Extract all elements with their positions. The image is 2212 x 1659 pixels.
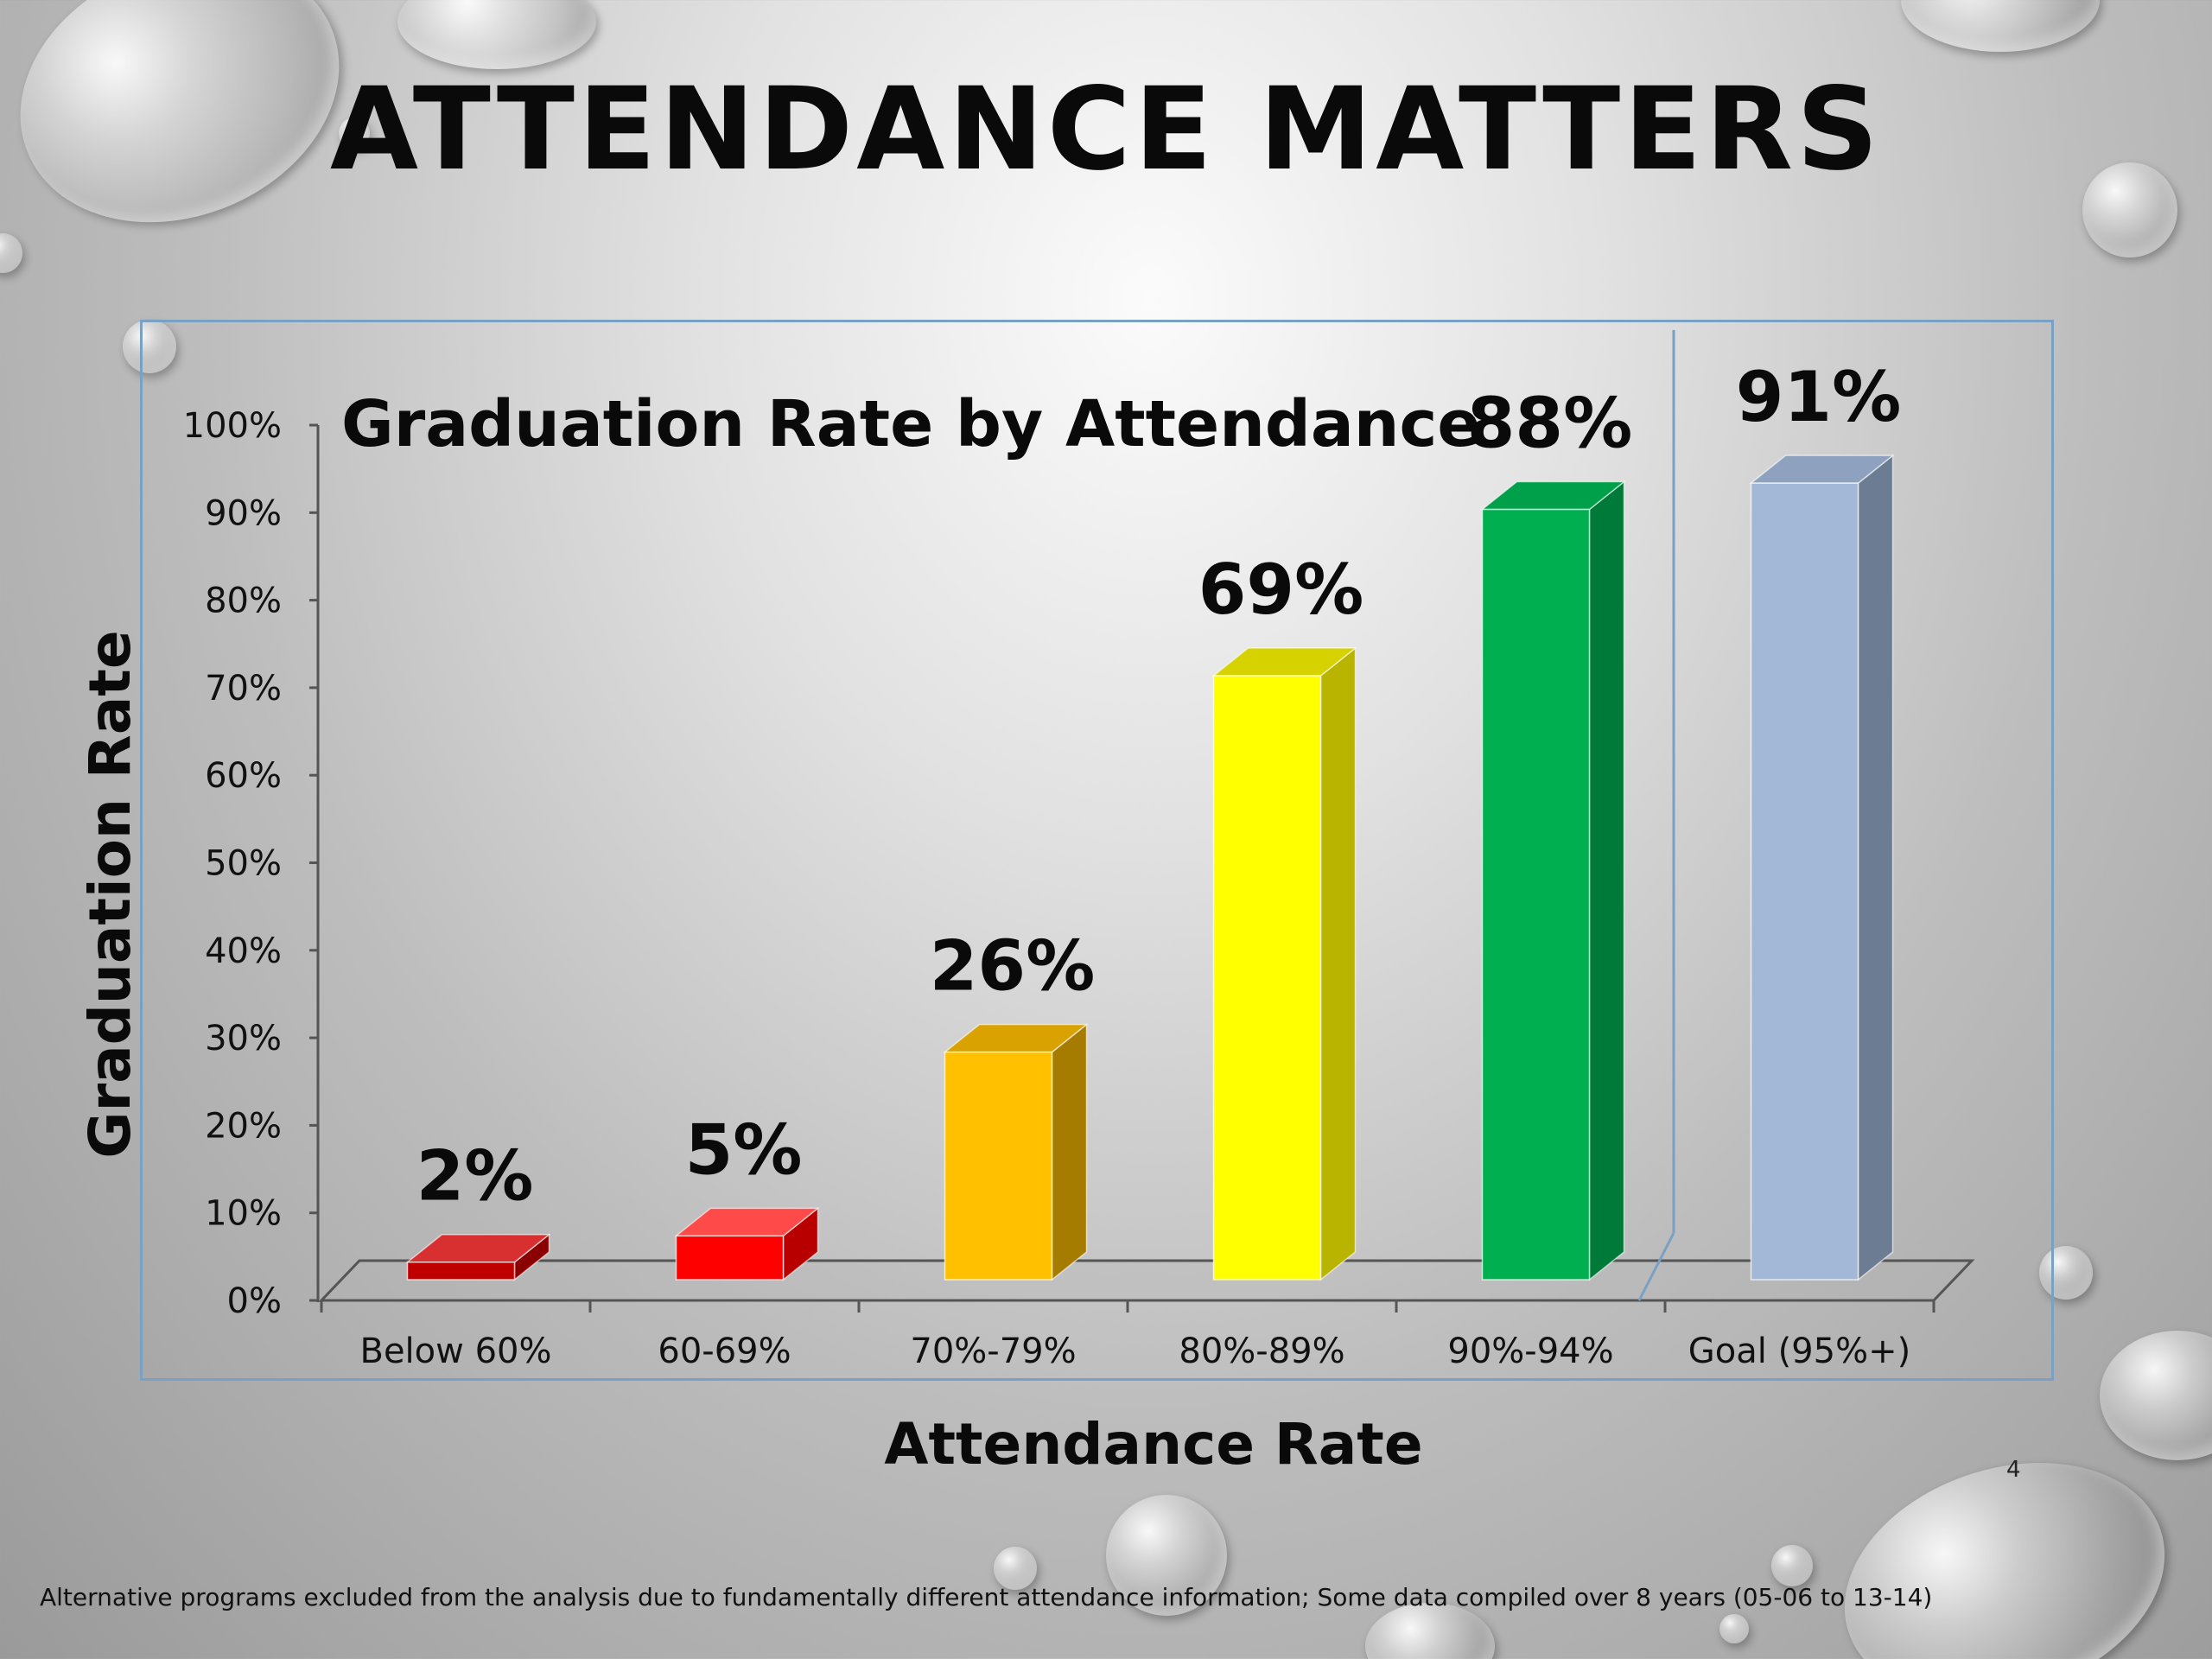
bar-front-face bbox=[944, 1051, 1053, 1281]
goal-separator-line bbox=[1637, 1232, 1675, 1301]
water-drop-decoration bbox=[123, 320, 176, 373]
bar-front-face bbox=[1212, 675, 1322, 1281]
y-tick-label: 10% bbox=[205, 1194, 282, 1234]
data-label: 69% bbox=[1198, 550, 1363, 630]
bar-5 bbox=[1480, 480, 1626, 1281]
bar-front-face bbox=[1750, 482, 1859, 1281]
y-tick-label: 100% bbox=[183, 406, 282, 446]
water-drop-decoration bbox=[339, 118, 370, 149]
x-tick-label: 70%-79% bbox=[910, 1332, 1076, 1371]
water-drop-decoration bbox=[1106, 1495, 1227, 1616]
y-tick-label: 50% bbox=[205, 844, 282, 884]
bar-side-face bbox=[1319, 646, 1357, 1281]
y-tick-label: 80% bbox=[205, 582, 282, 621]
labels: 0% 10% 20% 30% 40% 50% 60% 70% 80% 90% 100% 2% Below… bbox=[183, 357, 1911, 1371]
water-drop-decoration bbox=[1719, 1614, 1749, 1643]
x-axis-label: Attendance Rate bbox=[884, 1411, 1422, 1478]
water-drop-decoration bbox=[1771, 1545, 1813, 1586]
x-tick-label: Goal (95%+) bbox=[1688, 1332, 1910, 1371]
data-label: 91% bbox=[1736, 357, 1901, 437]
water-drop-decoration bbox=[994, 1547, 1037, 1590]
bar-side-face bbox=[1857, 454, 1894, 1281]
slide-title: ATTENDANCE MATTERS bbox=[329, 63, 1883, 196]
y-tick-label: 30% bbox=[205, 1019, 282, 1058]
page-number: 4 bbox=[2006, 1457, 2021, 1483]
water-drop-decoration bbox=[2039, 1246, 2093, 1300]
y-tick-label: 90% bbox=[205, 493, 282, 533]
bar-front-face bbox=[1481, 508, 1591, 1281]
data-label: 26% bbox=[930, 926, 1095, 1007]
y-tick-label: 20% bbox=[205, 1106, 282, 1146]
data-label: 2% bbox=[416, 1136, 534, 1217]
bar-3 bbox=[943, 1023, 1089, 1281]
water-drop-decoration bbox=[2082, 162, 2177, 257]
bar-6 bbox=[1749, 454, 1895, 1281]
bar-2 bbox=[674, 1206, 820, 1281]
y-tick-label: 40% bbox=[205, 931, 282, 971]
chart-frame bbox=[140, 320, 2054, 1381]
axes bbox=[309, 330, 1975, 1313]
y-tick-label: 60% bbox=[205, 756, 282, 796]
bar-1 bbox=[405, 1233, 551, 1281]
bar-front-face bbox=[406, 1261, 516, 1281]
y-tick-label: 70% bbox=[205, 669, 282, 709]
x-tick-label: 60-69% bbox=[658, 1332, 791, 1371]
y-tick-label: 0% bbox=[227, 1281, 282, 1321]
chart-floor bbox=[318, 1259, 1975, 1302]
x-tick-label: Below 60% bbox=[360, 1332, 552, 1371]
y-axis-label: Graduation Rate bbox=[77, 630, 143, 1158]
bar-side-face bbox=[1588, 480, 1625, 1281]
data-label: 88% bbox=[1467, 384, 1632, 464]
bar-side-face bbox=[1051, 1023, 1088, 1281]
chart-title: Graduation Rate by Attendance bbox=[341, 387, 1481, 461]
data-label: 5% bbox=[685, 1109, 803, 1190]
bar-front-face bbox=[675, 1235, 785, 1281]
x-tick-label: 90%-94% bbox=[1447, 1332, 1613, 1371]
x-tick-label: 80%-89% bbox=[1179, 1332, 1344, 1371]
footnote: Alternative programs excluded from the a… bbox=[40, 1583, 1933, 1611]
bar-4 bbox=[1211, 646, 1357, 1281]
bars bbox=[405, 454, 1895, 1281]
